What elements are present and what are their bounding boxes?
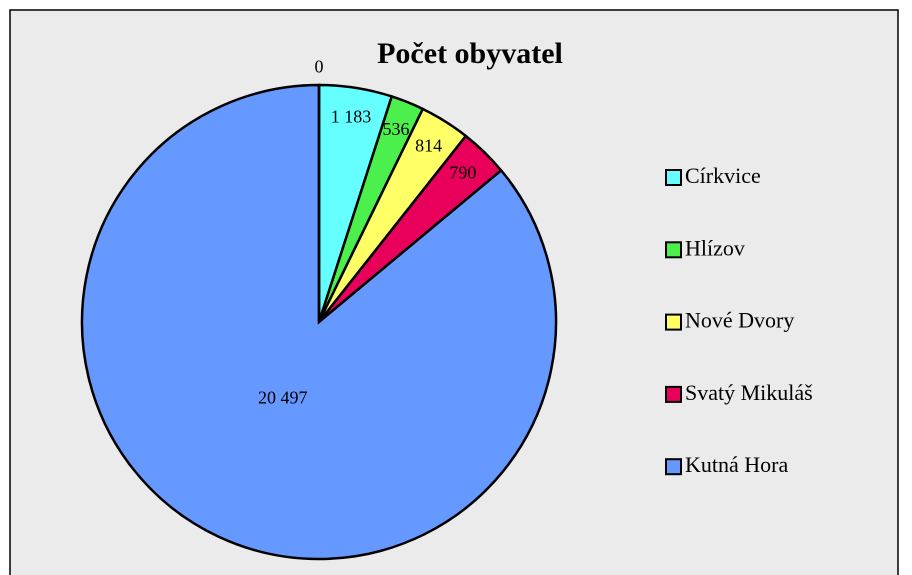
legend-swatch <box>665 458 682 476</box>
data-label: 790 <box>449 162 476 182</box>
data-label: 1 183 <box>331 106 372 126</box>
legend-swatch <box>665 313 682 331</box>
data-label: 536 <box>383 119 410 139</box>
legend-swatch <box>665 385 682 403</box>
legend-swatch <box>665 241 682 259</box>
legend-label: Kutná Hora <box>685 452 788 477</box>
legend-swatch <box>665 169 682 186</box>
data-label: 20 497 <box>258 387 308 407</box>
data-label: 0 <box>315 57 324 77</box>
legend-label: Hlízov <box>685 235 745 260</box>
legend-label: Církvice <box>685 163 761 188</box>
legend-label: Nové Dvory <box>685 308 794 333</box>
legend-label: Svatý Mikuláš <box>685 380 813 405</box>
data-label: 814 <box>415 136 442 156</box>
chart-title: Počet obyvatel <box>377 37 563 70</box>
